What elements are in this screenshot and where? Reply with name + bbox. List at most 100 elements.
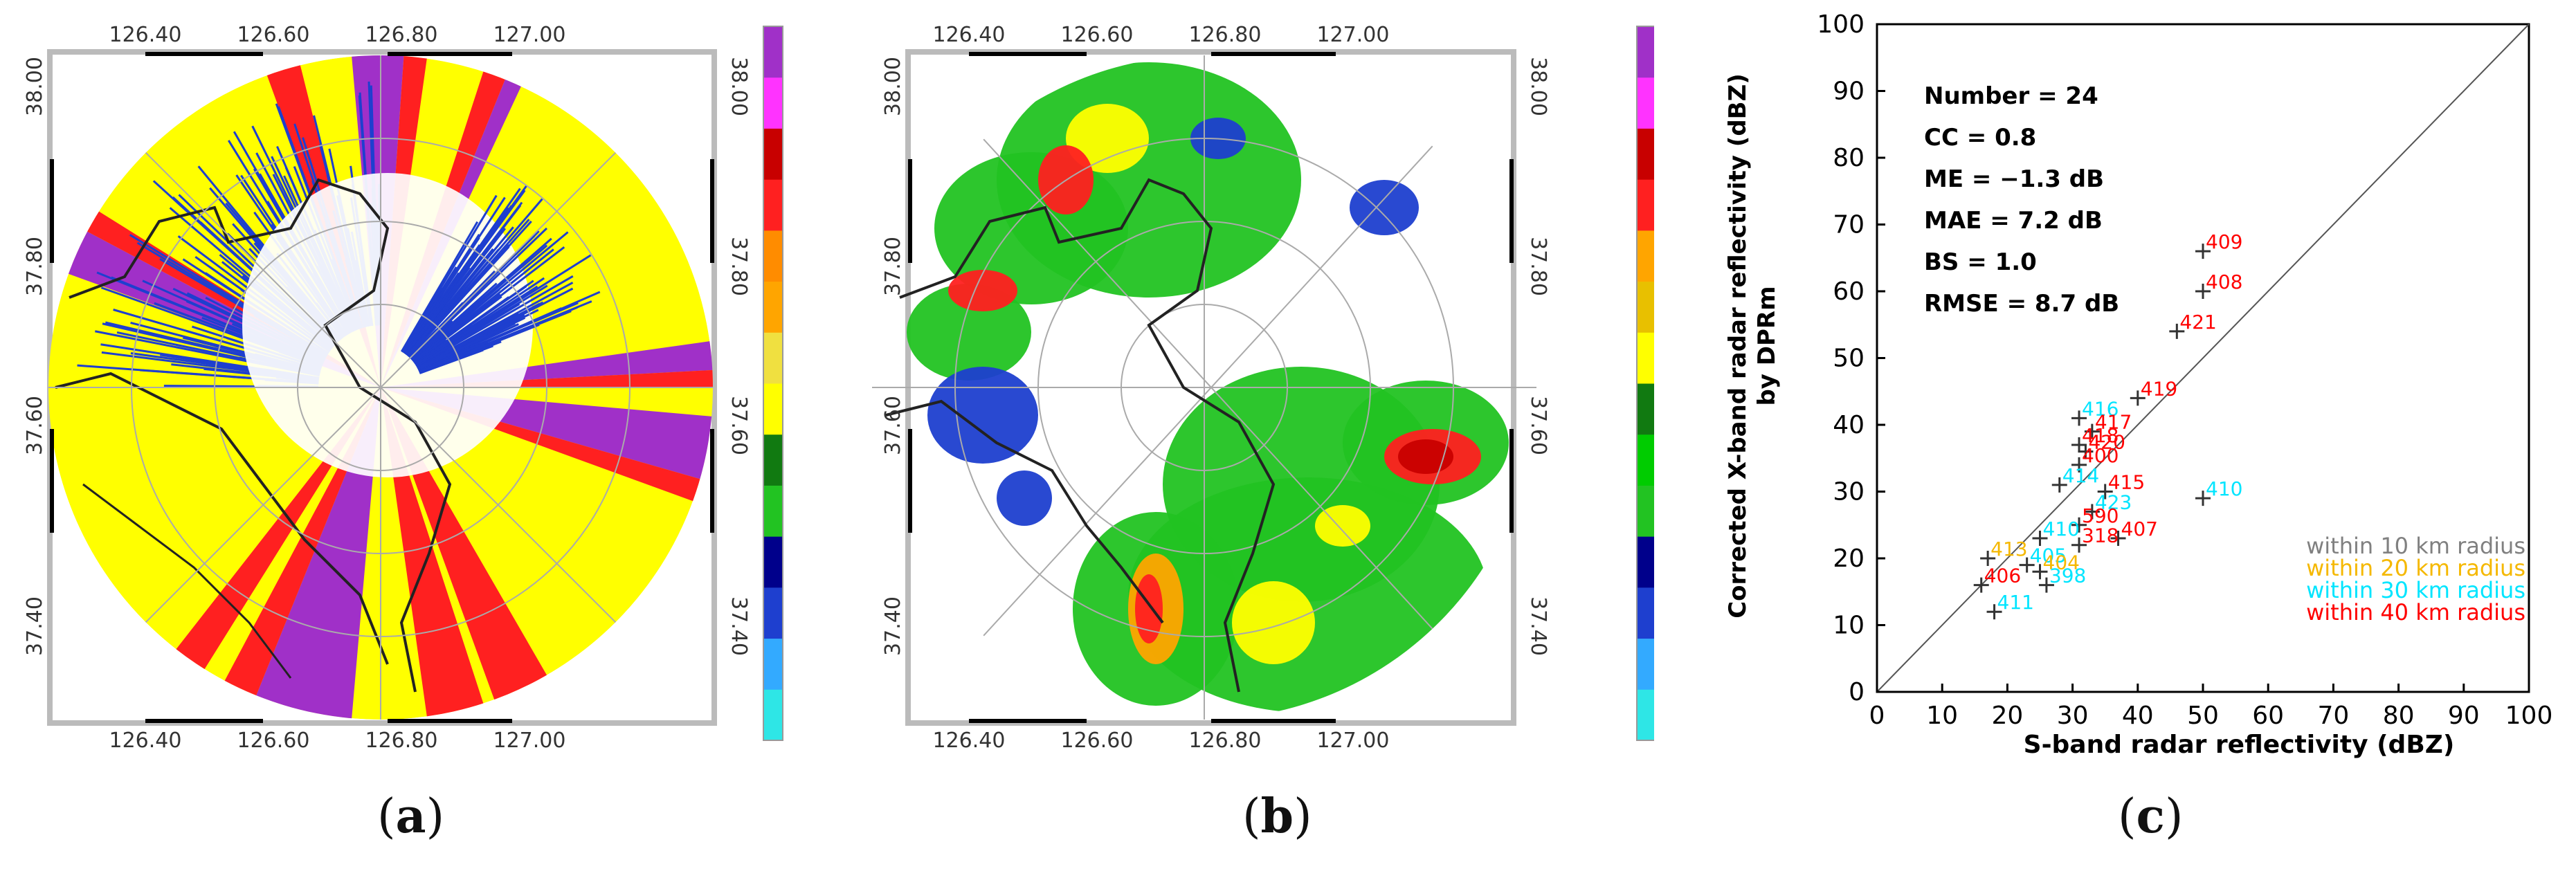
y-tick-label: 50 bbox=[1833, 345, 1865, 373]
lon-tick-bottom: 126.60 bbox=[1061, 729, 1134, 753]
lat-tick-right: 38.00 bbox=[1526, 57, 1550, 116]
y-tick-label: 10 bbox=[1833, 612, 1865, 640]
colorbar-segment bbox=[1637, 435, 1654, 486]
lat-tick-right: 37.60 bbox=[727, 396, 751, 455]
colorbar-segment bbox=[763, 77, 783, 129]
stat-line: CC = 0.8 bbox=[1924, 124, 2036, 152]
y-axis-label-2: by DPRm bbox=[1753, 286, 1781, 405]
lat-tick-right: 38.00 bbox=[727, 57, 751, 116]
lat-tick-left: 38.00 bbox=[23, 57, 47, 116]
colorbar-segment bbox=[1637, 230, 1654, 282]
lon-tick-bottom: 127.00 bbox=[1317, 729, 1390, 753]
y-tick-label: 60 bbox=[1833, 277, 1865, 306]
stat-line: MAE = 7.2 dB bbox=[1924, 207, 2103, 235]
lat-tick-left: 37.40 bbox=[881, 596, 905, 656]
x-tick-label: 60 bbox=[2252, 702, 2284, 730]
lat-tick-right: 37.80 bbox=[727, 237, 751, 296]
lon-tick-top: 126.80 bbox=[365, 23, 438, 47]
point-label: 408 bbox=[2206, 271, 2242, 293]
point-label: 410 bbox=[2206, 477, 2242, 500]
colorbar-segment bbox=[763, 689, 783, 740]
lon-tick-top: 127.00 bbox=[1317, 23, 1390, 47]
colorbar-segment bbox=[1637, 485, 1654, 536]
colorbar-segment bbox=[1637, 128, 1654, 179]
colorbar-segment bbox=[1637, 536, 1654, 587]
colorbar-a: 0.01.12.33.44.55.66.87.99.010.111.312.41… bbox=[763, 15, 789, 752]
x-tick-label: 100 bbox=[2505, 702, 2553, 730]
colorbar-segment bbox=[763, 587, 783, 639]
y-tick-label: 0 bbox=[1849, 678, 1865, 706]
point-label: 419 bbox=[2141, 377, 2177, 400]
point-label: 406 bbox=[1984, 565, 2021, 587]
x-tick-label: 20 bbox=[1991, 702, 2023, 730]
point-label: 410 bbox=[2043, 518, 2080, 540]
y-tick-label: 20 bbox=[1833, 545, 1865, 573]
lon-tick-top: 126.60 bbox=[1061, 23, 1134, 47]
lon-tick-bottom: 126.40 bbox=[933, 729, 1006, 753]
x-tick-label: 0 bbox=[1869, 702, 1885, 730]
point-label: 421 bbox=[2179, 311, 2216, 333]
x-tick-label: 70 bbox=[2317, 702, 2349, 730]
point-label: 413 bbox=[1990, 538, 2027, 560]
panel-label-c: (c) bbox=[2118, 789, 2183, 844]
point-label: 414 bbox=[2062, 464, 2099, 487]
colorbar-segment bbox=[763, 383, 783, 435]
colorbar-segment bbox=[763, 282, 783, 333]
legend-item-40km: within 40 km radius bbox=[2306, 599, 2525, 625]
y-tick-label: 80 bbox=[1833, 144, 1865, 172]
colorbar-segment bbox=[763, 485, 783, 536]
y-tick-label: 100 bbox=[1817, 10, 1865, 39]
lon-tick-top: 126.80 bbox=[1189, 23, 1262, 47]
lat-tick-left: 37.40 bbox=[23, 596, 47, 656]
lat-tick-right: 37.80 bbox=[1526, 237, 1550, 296]
x-tick-label: 30 bbox=[2057, 702, 2089, 730]
colorbar-segment bbox=[1637, 179, 1654, 230]
colorbar-segment bbox=[763, 179, 783, 230]
colorbar-segment bbox=[763, 536, 783, 587]
stat-line: ME = −1.3 dB bbox=[1924, 165, 2104, 193]
lon-tick-bottom: 126.80 bbox=[365, 729, 438, 753]
y-tick-label: 70 bbox=[1833, 211, 1865, 239]
lat-tick-left: 37.80 bbox=[23, 237, 47, 296]
stat-line: BS = 1.0 bbox=[1924, 248, 2037, 276]
x-tick-label: 80 bbox=[2383, 702, 2415, 730]
point-label: 409 bbox=[2206, 230, 2242, 253]
colorbar-segment bbox=[1637, 26, 1654, 77]
point-label: 318 bbox=[2082, 524, 2119, 547]
lat-tick-left: 37.60 bbox=[23, 396, 47, 455]
x-tick-label: 10 bbox=[1926, 702, 1958, 730]
lon-tick-bottom: 127.00 bbox=[493, 729, 566, 753]
lat-tick-left: 37.60 bbox=[881, 396, 905, 455]
colorbar-b: 101520253035404550556065707580 bbox=[1637, 15, 1654, 752]
panel-a-map: 126.40 126.60 126.80 127.00 126.40 126.6… bbox=[0, 0, 789, 754]
y-tick-label: 40 bbox=[1833, 411, 1865, 439]
colorbar-segment bbox=[1637, 77, 1654, 129]
colorbar-segment bbox=[763, 26, 783, 77]
panel-c-scatter: 0 10 20 30 40 50 60 70 80 90 100 0 10 20 30 40 50 60 70 80 9… bbox=[1690, 0, 2576, 775]
y-tick-label: 30 bbox=[1833, 478, 1865, 506]
lon-tick-top: 126.40 bbox=[109, 23, 182, 47]
point-label: 411 bbox=[1997, 591, 2034, 614]
lat-tick-right: 37.40 bbox=[1526, 596, 1550, 656]
lat-tick-left: 37.80 bbox=[881, 237, 905, 296]
lat-tick-right: 37.60 bbox=[1526, 396, 1550, 455]
lon-tick-bottom: 126.60 bbox=[237, 729, 310, 753]
x-tick-label: 50 bbox=[2187, 702, 2219, 730]
lat-tick-right: 37.40 bbox=[727, 596, 751, 656]
lon-tick-bottom: 126.40 bbox=[109, 729, 182, 753]
lon-tick-top: 126.40 bbox=[933, 23, 1006, 47]
stat-line: RMSE = 8.7 dB bbox=[1924, 290, 2119, 318]
colorbar-segment bbox=[763, 230, 783, 282]
point-label: 407 bbox=[2121, 518, 2158, 540]
stat-line: Number = 24 bbox=[1924, 82, 2098, 110]
colorbar-segment bbox=[1637, 282, 1654, 333]
x-tick-label: 90 bbox=[2448, 702, 2480, 730]
colorbar-segment bbox=[763, 332, 783, 383]
stats-block: Number = 24 CC = 0.8 ME = −1.3 dB MAE = … bbox=[1924, 82, 2119, 318]
x-tick-label: 40 bbox=[2122, 702, 2154, 730]
colorbar-segment bbox=[1637, 639, 1654, 690]
colorbar-segment bbox=[1637, 383, 1654, 435]
colorbar-segment bbox=[763, 128, 783, 179]
colorbar-segment bbox=[1637, 587, 1654, 639]
lon-tick-bottom: 126.80 bbox=[1189, 729, 1262, 753]
